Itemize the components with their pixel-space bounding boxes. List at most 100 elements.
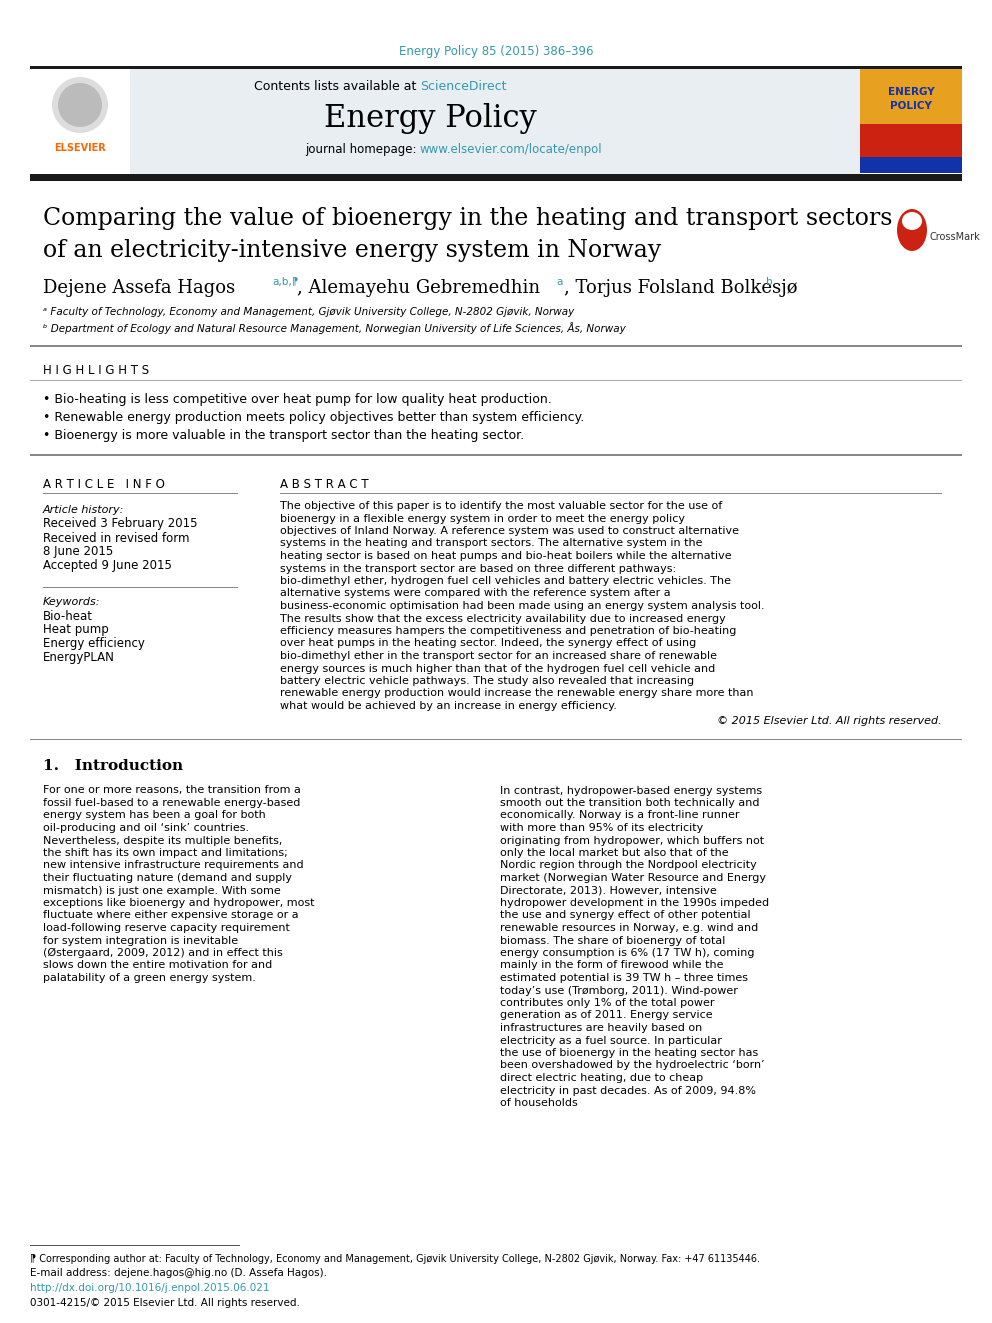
Text: electricity as a fuel source. In particular: electricity as a fuel source. In particu… (500, 1036, 722, 1045)
Text: In contrast, hydropower-based energy systems: In contrast, hydropower-based energy sys… (500, 786, 762, 795)
Text: a: a (556, 277, 562, 287)
Text: For one or more reasons, the transition from a: For one or more reasons, the transition … (43, 786, 301, 795)
Text: estimated potential is 39 TW h – three times: estimated potential is 39 TW h – three t… (500, 972, 748, 983)
Bar (30, 738, 962, 740)
Text: • Bio-heating is less competitive over heat pump for low quality heat production: • Bio-heating is less competitive over h… (43, 393, 552, 406)
Text: Keywords:: Keywords: (43, 597, 100, 607)
Text: www.elsevier.com/locate/enpol: www.elsevier.com/locate/enpol (420, 143, 602, 156)
Text: H I G H L I G H T S: H I G H L I G H T S (43, 364, 149, 377)
Text: only the local market but also that of the: only the local market but also that of t… (500, 848, 729, 859)
Text: http://dx.doi.org/10.1016/j.enpol.2015.06.021: http://dx.doi.org/10.1016/j.enpol.2015.0… (30, 1283, 270, 1293)
Text: load-following reserve capacity requirement: load-following reserve capacity requirem… (43, 923, 290, 933)
Text: systems in the heating and transport sectors. The alternative system in the: systems in the heating and transport sec… (280, 538, 702, 549)
Text: electricity in past decades. As of 2009, 94.8%: electricity in past decades. As of 2009,… (500, 1085, 756, 1095)
Ellipse shape (902, 212, 922, 230)
Text: Comparing the value of bioenergy in the heating and transport sectors: Comparing the value of bioenergy in the … (43, 206, 893, 229)
Bar (30, 66, 962, 69)
Text: Directorate, 2013). However, intensive: Directorate, 2013). However, intensive (500, 885, 717, 896)
Circle shape (58, 83, 102, 127)
Bar (30, 175, 962, 181)
Text: E-mail address: dejene.hagos@hig.no (D. Assefa Hagos).: E-mail address: dejene.hagos@hig.no (D. … (30, 1267, 327, 1278)
Text: , Torjus Folsland Bolkesjø: , Torjus Folsland Bolkesjø (564, 279, 798, 296)
Text: journal homepage:: journal homepage: (305, 143, 420, 156)
Text: market (Norwegian Water Resource and Energy: market (Norwegian Water Resource and Ene… (500, 873, 766, 882)
Text: oil-producing and oil ‘sink’ countries.: oil-producing and oil ‘sink’ countries. (43, 823, 249, 833)
Text: smooth out the transition both technically and: smooth out the transition both technical… (500, 798, 760, 808)
Text: ScienceDirect: ScienceDirect (420, 81, 507, 94)
Text: ELSEVIER: ELSEVIER (55, 143, 106, 153)
Text: efficiency measures hampers the competitiveness and penetration of bio-heating: efficiency measures hampers the competit… (280, 626, 736, 636)
Text: the use of bioenergy in the heating sector has: the use of bioenergy in the heating sect… (500, 1048, 758, 1058)
Text: The results show that the excess electricity availability due to increased energ: The results show that the excess electri… (280, 614, 726, 623)
Text: Nordic region through the Nordpool electricity: Nordic region through the Nordpool elect… (500, 860, 757, 871)
Text: the use and synergy effect of other potential: the use and synergy effect of other pote… (500, 910, 751, 921)
Text: direct electric heating, due to cheap: direct electric heating, due to cheap (500, 1073, 703, 1084)
Bar (30, 69, 860, 175)
Text: business-economic optimisation had been made using an energy system analysis too: business-economic optimisation had been … (280, 601, 765, 611)
Text: exceptions like bioenergy and hydropower, most: exceptions like bioenergy and hydropower… (43, 898, 314, 908)
Text: over heat pumps in the heating sector. Indeed, the synergy effect of using: over heat pumps in the heating sector. I… (280, 639, 696, 648)
Text: Heat pump: Heat pump (43, 623, 109, 636)
Text: A B S T R A C T: A B S T R A C T (280, 478, 369, 491)
Text: The objective of this paper is to identify the most valuable sector for the use : The objective of this paper is to identi… (280, 501, 722, 511)
Bar (30, 454, 962, 455)
Text: of households: of households (500, 1098, 577, 1107)
Text: (Østergaard, 2009, 2012) and in effect this: (Østergaard, 2009, 2012) and in effect t… (43, 947, 283, 958)
Text: Dejene Assefa Hagos: Dejene Assefa Hagos (43, 279, 235, 296)
Circle shape (52, 77, 108, 134)
Text: Energy efficiency: Energy efficiency (43, 638, 145, 651)
Text: CrossMark: CrossMark (930, 232, 981, 242)
Text: ENERGY
POLICY: ENERGY POLICY (888, 87, 934, 111)
Text: generation as of 2011. Energy service: generation as of 2011. Energy service (500, 1011, 712, 1020)
Text: palatability of a green energy system.: palatability of a green energy system. (43, 972, 256, 983)
Text: energy system has been a goal for both: energy system has been a goal for both (43, 811, 266, 820)
Text: originating from hydropower, which buffers not: originating from hydropower, which buffe… (500, 836, 764, 845)
Text: • Renewable energy production meets policy objectives better than system efficie: • Renewable energy production meets poli… (43, 411, 584, 425)
Text: Nevertheless, despite its multiple benefits,: Nevertheless, despite its multiple benef… (43, 836, 283, 845)
Text: • Bioenergy is more valuable in the transport sector than the heating sector.: • Bioenergy is more valuable in the tran… (43, 430, 524, 442)
Ellipse shape (902, 237, 922, 247)
Text: battery electric vehicle pathways. The study also revealed that increasing: battery electric vehicle pathways. The s… (280, 676, 694, 687)
Text: EnergyPLAN: EnergyPLAN (43, 651, 115, 664)
Bar (30, 345, 962, 347)
Text: objectives of Inland Norway. A reference system was used to construct alternativ: objectives of Inland Norway. A reference… (280, 527, 739, 536)
Text: systems in the transport sector are based on three different pathways:: systems in the transport sector are base… (280, 564, 677, 573)
Text: fossil fuel-based to a renewable energy-based: fossil fuel-based to a renewable energy-… (43, 798, 301, 808)
Text: what would be achieved by an increase in energy efficiency.: what would be achieved by an increase in… (280, 701, 617, 710)
Text: Energy Policy: Energy Policy (323, 102, 537, 134)
Text: contributes only 1% of the total power: contributes only 1% of the total power (500, 998, 714, 1008)
Bar (860, 124, 962, 159)
Text: b: b (766, 277, 773, 287)
Text: bio-dimethyl ether, hydrogen fuel cell vehicles and battery electric vehicles. T: bio-dimethyl ether, hydrogen fuel cell v… (280, 576, 731, 586)
Bar (860, 69, 962, 134)
Text: infrastructures are heavily based on: infrastructures are heavily based on (500, 1023, 702, 1033)
Text: ⁋ Corresponding author at: Faculty of Technology, Economy and Management, Gjøvik: ⁋ Corresponding author at: Faculty of Te… (30, 1254, 760, 1263)
Text: Contents lists available at: Contents lists available at (254, 81, 420, 94)
Text: bioenergy in a flexible energy system in order to meet the energy policy: bioenergy in a flexible energy system in… (280, 513, 685, 524)
Text: 1.   Introduction: 1. Introduction (43, 759, 184, 774)
Text: energy sources is much higher than that of the hydrogen fuel cell vehicle and: energy sources is much higher than that … (280, 664, 715, 673)
Text: ᵃ Faculty of Technology, Economy and Management, Gjøvik University College, N-28: ᵃ Faculty of Technology, Economy and Man… (43, 307, 574, 318)
Text: renewable resources in Norway, e.g. wind and: renewable resources in Norway, e.g. wind… (500, 923, 758, 933)
Text: mismatch) is just one example. With some: mismatch) is just one example. With some (43, 885, 281, 896)
Ellipse shape (897, 209, 927, 251)
Text: fluctuate where either expensive storage or a: fluctuate where either expensive storage… (43, 910, 299, 921)
Text: energy consumption is 6% (17 TW h), coming: energy consumption is 6% (17 TW h), comi… (500, 949, 755, 958)
Text: Article history:: Article history: (43, 505, 124, 515)
Text: the shift has its own impact and limitations;: the shift has its own impact and limitat… (43, 848, 288, 859)
Text: , Alemayehu Gebremedhin: , Alemayehu Gebremedhin (297, 279, 540, 296)
Text: of an electricity-intensive energy system in Norway: of an electricity-intensive energy syste… (43, 238, 662, 262)
Text: today’s use (Trømborg, 2011). Wind-power: today’s use (Trømborg, 2011). Wind-power (500, 986, 738, 995)
Text: with more than 95% of its electricity: with more than 95% of its electricity (500, 823, 703, 833)
Text: A R T I C L E   I N F O: A R T I C L E I N F O (43, 478, 165, 491)
Text: Received in revised form: Received in revised form (43, 532, 189, 545)
Text: a,b,⁋: a,b,⁋ (272, 277, 299, 287)
Text: their fluctuating nature (demand and supply: their fluctuating nature (demand and sup… (43, 873, 292, 882)
Text: for system integration is inevitable: for system integration is inevitable (43, 935, 238, 946)
Text: renewable energy production would increase the renewable energy share more than: renewable energy production would increa… (280, 688, 754, 699)
Bar (860, 157, 962, 173)
Text: ᵇ Department of Ecology and Natural Resource Management, Norwegian University of: ᵇ Department of Ecology and Natural Reso… (43, 321, 626, 333)
Text: bio-dimethyl ether in the transport sector for an increased share of renewable: bio-dimethyl ether in the transport sect… (280, 651, 717, 662)
Text: slows down the entire motivation for and: slows down the entire motivation for and (43, 960, 272, 971)
Text: Energy Policy 85 (2015) 386–396: Energy Policy 85 (2015) 386–396 (399, 45, 593, 58)
